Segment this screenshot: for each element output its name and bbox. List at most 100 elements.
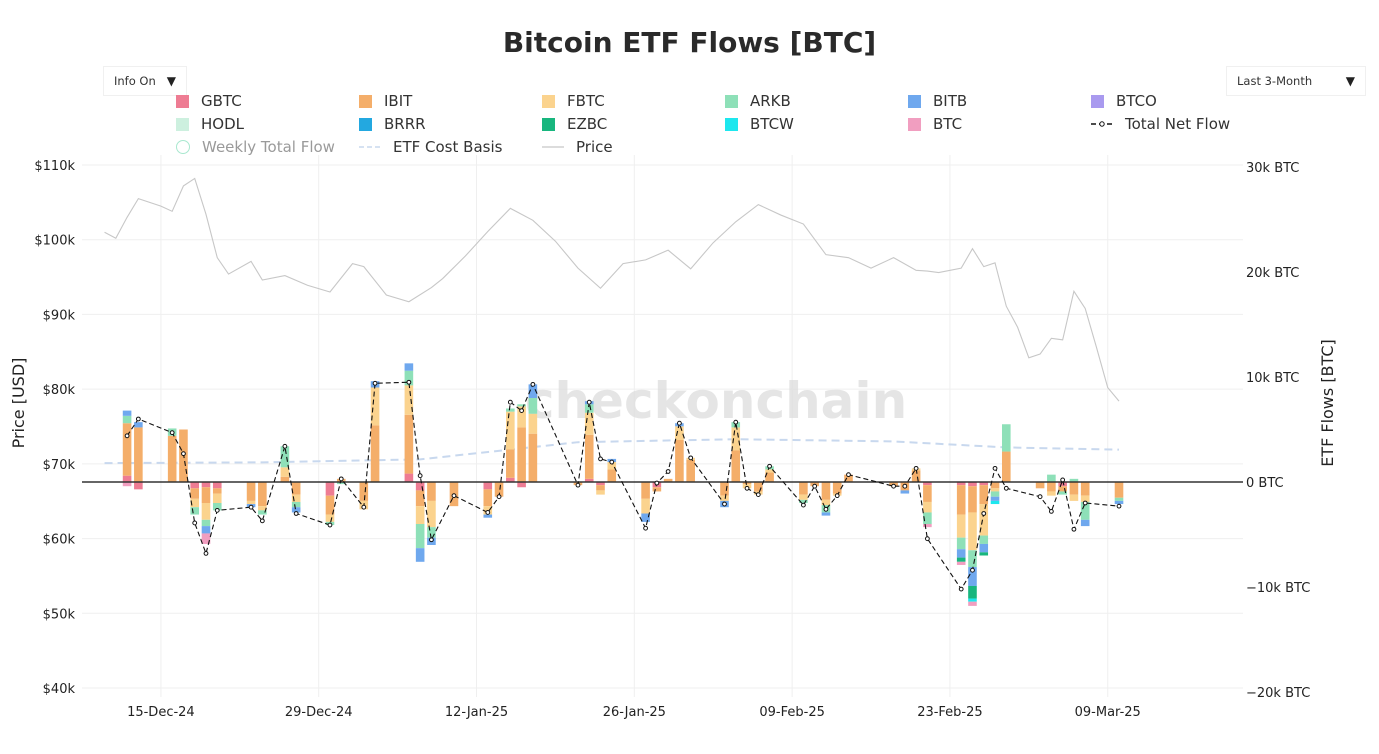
bar-btc bbox=[201, 533, 211, 544]
bar-ibit bbox=[280, 476, 290, 482]
bar-gbtc bbox=[596, 482, 605, 486]
bar-bitb bbox=[968, 567, 977, 586]
legend-item-etf-cost-basis[interactable]: ETF Cost Basis bbox=[359, 138, 502, 156]
bar-ibit bbox=[821, 482, 831, 500]
legend-item-total-net-flow[interactable]: Total Net Flow bbox=[1091, 115, 1230, 133]
legend-item-gbtc[interactable]: GBTC bbox=[176, 92, 242, 110]
legend-item-ibit[interactable]: IBIT bbox=[359, 92, 412, 110]
bar-btcw bbox=[990, 500, 1000, 505]
right-axis-title: ETF Flows [BTC] bbox=[1318, 339, 1337, 467]
net-flow-point bbox=[169, 430, 175, 436]
bar-arkb bbox=[506, 408, 515, 412]
legend-item-arkb[interactable]: ARKB bbox=[725, 92, 791, 110]
caret-down-icon: ▼ bbox=[166, 74, 176, 88]
net-flow-point bbox=[214, 507, 220, 513]
legend-item-hodl[interactable]: HODL bbox=[176, 115, 244, 133]
bar-arkb bbox=[190, 507, 200, 515]
net-flow-point bbox=[891, 483, 896, 489]
info-toggle-dropdown[interactable]: Info On ▼ bbox=[103, 66, 187, 96]
bar-fbtc bbox=[212, 493, 222, 503]
net-flow-point bbox=[451, 493, 457, 499]
legend-label: BTCO bbox=[1116, 92, 1157, 110]
legend-swatch bbox=[542, 146, 564, 148]
bar-ibit bbox=[134, 427, 143, 482]
bar-gbtc bbox=[122, 475, 132, 482]
bar-ibit bbox=[923, 485, 932, 502]
bar-ibit bbox=[1114, 482, 1124, 498]
legend-item-btcw[interactable]: BTCW bbox=[725, 115, 794, 133]
net-flow-point bbox=[282, 443, 288, 449]
net-flow-point bbox=[519, 408, 525, 414]
legend-item-brrr[interactable]: BRRR bbox=[359, 115, 426, 133]
net-flow-point bbox=[1048, 509, 1054, 514]
bar-gbtc bbox=[134, 482, 143, 490]
net-flow-point bbox=[124, 433, 130, 439]
bar-arkb bbox=[1069, 478, 1079, 482]
legend-item-fbtc[interactable]: FBTC bbox=[542, 92, 605, 110]
x-tick-label: 12-Jan-25 bbox=[445, 705, 508, 720]
bar-fbtc bbox=[641, 498, 650, 514]
bar-ibit bbox=[754, 482, 763, 492]
net-flow-point bbox=[834, 493, 840, 499]
net-flow-point bbox=[958, 586, 964, 592]
bar-arkb bbox=[1047, 474, 1056, 482]
bar-fbtc bbox=[291, 494, 301, 502]
legend-swatch bbox=[725, 117, 738, 131]
bar-arkb bbox=[990, 491, 1000, 497]
bar-arkb bbox=[280, 446, 290, 468]
legend-item-btco[interactable]: BTCO bbox=[1091, 92, 1157, 110]
bar-ibit bbox=[359, 482, 369, 501]
legend-swatch bbox=[176, 140, 190, 154]
bar-arkb bbox=[122, 415, 132, 424]
range-select-dropdown[interactable]: Last 3-Month ▼ bbox=[1226, 66, 1366, 96]
bar-fbtc bbox=[968, 512, 977, 551]
legend-label: BTCW bbox=[750, 115, 794, 133]
legend-label: ETF Cost Basis bbox=[393, 138, 503, 156]
left-tick-label: $50k bbox=[43, 607, 76, 622]
bar-bitb bbox=[979, 543, 989, 553]
x-tick-label: 15-Dec-24 bbox=[127, 705, 195, 720]
legend-label: Price bbox=[576, 138, 613, 156]
net-flow-point bbox=[812, 483, 818, 489]
bar-arkb bbox=[336, 482, 346, 485]
bar-ibit bbox=[212, 488, 222, 494]
bar-bitb bbox=[201, 526, 211, 534]
legend-item-price[interactable]: Price bbox=[542, 138, 613, 156]
legend-item-bitb[interactable]: BITB bbox=[908, 92, 967, 110]
bar-gbtc bbox=[506, 477, 515, 482]
right-tick-label: 30k BTC bbox=[1246, 161, 1299, 176]
gridlines bbox=[82, 155, 1243, 697]
bar-arkb bbox=[968, 550, 977, 568]
right-tick-label: −10k BTC bbox=[1246, 581, 1310, 596]
bar-gbtc bbox=[923, 482, 932, 486]
bar-gbtc bbox=[517, 482, 526, 488]
bar-fbtc bbox=[731, 427, 741, 451]
net-flow-point bbox=[259, 518, 265, 524]
bar-gbtc bbox=[415, 482, 425, 491]
bar-fbtc bbox=[675, 426, 684, 440]
bar-arkb bbox=[956, 537, 966, 550]
bar-ibit bbox=[201, 487, 211, 503]
net-flow-point bbox=[485, 510, 491, 515]
bar-fbtc bbox=[821, 499, 831, 506]
net-flow-point bbox=[327, 522, 333, 528]
bar-ibit bbox=[584, 434, 594, 479]
net-flow-point bbox=[598, 456, 603, 462]
bar-gbtc bbox=[190, 482, 200, 489]
bar-arkb bbox=[799, 499, 808, 503]
bar-ibit bbox=[122, 423, 132, 476]
info-toggle-label: Info On bbox=[114, 74, 156, 88]
bar-ibit bbox=[968, 486, 977, 513]
legend-item-ezbc[interactable]: EZBC bbox=[542, 115, 607, 133]
legend-item-weekly-total-flow[interactable]: Weekly Total Flow bbox=[176, 138, 335, 156]
bar-fbtc bbox=[246, 500, 256, 505]
legend-label: BITB bbox=[933, 92, 968, 110]
bar-btc bbox=[923, 524, 932, 528]
net-flow-point bbox=[992, 465, 998, 471]
legend-item-btc[interactable]: BTC bbox=[908, 115, 962, 133]
bar-ibit bbox=[1001, 451, 1011, 482]
net-flow-point bbox=[248, 504, 254, 510]
bar-ibit bbox=[483, 489, 493, 507]
right-tick-label: 20k BTC bbox=[1246, 266, 1299, 281]
bar-fbtc bbox=[506, 411, 515, 450]
